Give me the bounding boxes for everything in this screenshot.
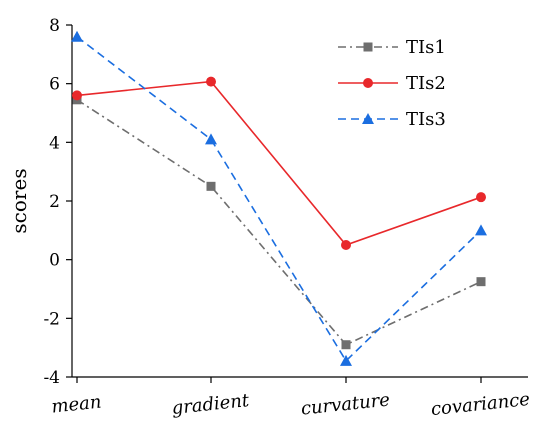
data-point-TIs3 [205,133,217,145]
y-tick-label: 8 [49,16,60,36]
data-point-TIs2 [341,240,351,250]
legend-label-TIs3: TIs3 [406,109,446,130]
legend-marker-TIs2 [363,78,373,88]
y-tick-label: 2 [49,192,60,212]
axes: -4 -2 0 2 4 6 8 mean gradient curvature covariance [43,16,530,420]
y-tick-label: 4 [49,133,60,153]
series-line-TIs2 [76,80,482,246]
legend-marker-TIs1 [363,42,373,52]
series-layer [71,30,487,366]
data-point-TIs3 [340,354,352,366]
legend-label-TIs1: TIs1 [406,37,446,58]
legend-label-TIs2: TIs2 [406,73,446,94]
data-point-TIs2 [476,192,486,203]
data-point-TIs3 [71,30,83,42]
legend: TIs1 TIs2 TIs3 [338,37,446,130]
data-point-TIs2 [206,76,216,87]
series-line-TIs1 [76,99,482,346]
data-point-TIs1 [206,181,216,191]
y-tick-label: 6 [49,75,60,95]
series-line-TIs3 [76,36,482,363]
y-axis-label: scores [7,168,31,233]
x-tick-label: covariance [430,389,531,420]
y-tick-label: -2 [43,309,60,329]
x-tick-label: gradient [171,390,251,419]
legend-marker-TIs3 [362,113,374,124]
y-tick-label: 0 [49,251,60,271]
data-point-TIs1 [341,340,351,350]
data-point-TIs2 [72,90,82,101]
x-tick-label: mean [50,391,102,417]
data-point-TIs3 [475,224,487,236]
x-tick-label: curvature [300,389,391,419]
data-point-TIs1 [476,277,486,287]
y-tick-label: -4 [43,368,60,388]
